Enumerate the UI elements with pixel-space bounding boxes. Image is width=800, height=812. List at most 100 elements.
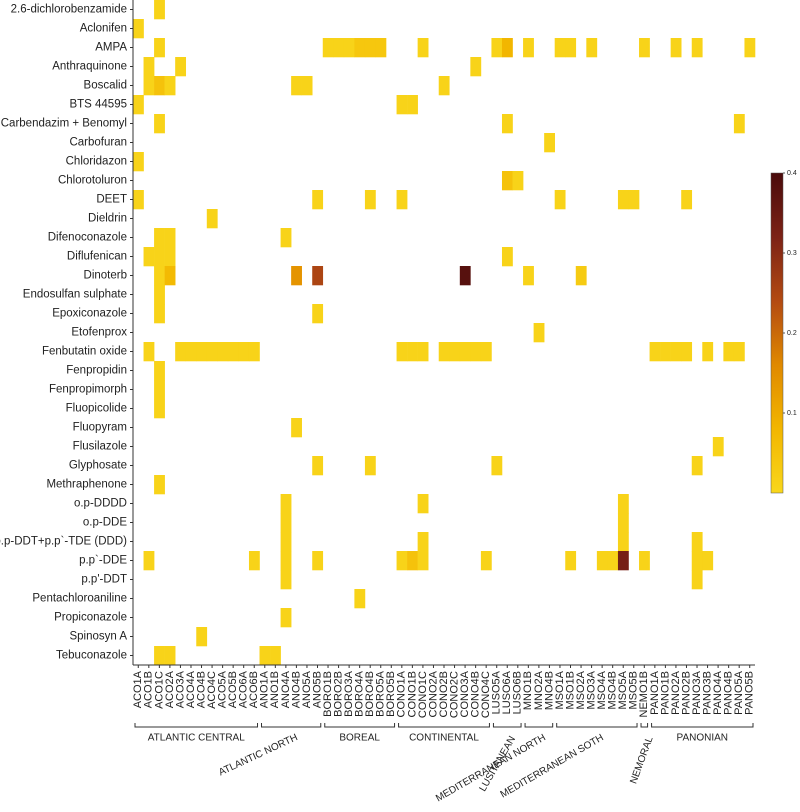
row-label: Pentachloroaniline bbox=[32, 593, 127, 605]
heat-cell bbox=[438, 76, 450, 96]
heat-cell bbox=[164, 266, 176, 286]
row-label: Glyphosate bbox=[69, 460, 127, 472]
heat-cell bbox=[459, 266, 471, 286]
heat-cell bbox=[554, 38, 566, 58]
row-label: 2.6-dichlorobenzamide bbox=[11, 4, 127, 16]
column-label: LUSO6B bbox=[512, 671, 524, 714]
heat-cell bbox=[523, 266, 534, 286]
heat-cell bbox=[143, 57, 155, 77]
group-label: NEMORAL bbox=[628, 735, 655, 786]
row-label: p.p'-DDT bbox=[81, 574, 127, 586]
colorbar-tick-label: 0.3 bbox=[787, 250, 797, 257]
column-label: BORO2B bbox=[332, 671, 344, 717]
heat-cell bbox=[470, 57, 482, 77]
column-label: MSO3A bbox=[585, 670, 597, 709]
heat-cell bbox=[533, 323, 545, 343]
heat-cell bbox=[691, 570, 703, 590]
heat-cell bbox=[607, 551, 619, 571]
column-label: CONO2A bbox=[427, 670, 439, 717]
heat-cell bbox=[154, 304, 165, 324]
heat-cell bbox=[639, 551, 650, 571]
row-label: o.p-DDE bbox=[83, 517, 127, 529]
heat-cell bbox=[617, 190, 629, 210]
column-label: ACO4A bbox=[185, 670, 197, 708]
column-label: CONO1B bbox=[406, 671, 418, 717]
heat-cell bbox=[501, 247, 513, 267]
column-label: PANO3A bbox=[691, 670, 703, 714]
heat-cell bbox=[280, 228, 292, 248]
column-label: ANO1B bbox=[269, 671, 281, 708]
row-label: Boscalid bbox=[84, 80, 127, 92]
column-label: MSO1B bbox=[564, 671, 576, 710]
heat-cell bbox=[312, 456, 324, 476]
column-label: MSO4B bbox=[607, 671, 619, 710]
heat-cell bbox=[396, 95, 408, 115]
heat-cell bbox=[301, 76, 313, 96]
column-label: CONO1C bbox=[417, 671, 429, 718]
heat-cell bbox=[291, 418, 302, 438]
column-label: ANO5A bbox=[301, 670, 313, 708]
heat-cell bbox=[501, 114, 513, 134]
heat-cell bbox=[417, 532, 429, 552]
heat-cell bbox=[227, 342, 239, 362]
heat-cell bbox=[407, 95, 418, 115]
heat-cell bbox=[248, 342, 260, 362]
colorbar-tick-label: 0.2 bbox=[787, 330, 797, 337]
heat-cell bbox=[164, 247, 176, 267]
column-label: BORO4B bbox=[364, 671, 376, 717]
heat-cell bbox=[681, 342, 693, 362]
column-label: ACO5A bbox=[217, 670, 229, 708]
column-label: BORO5A bbox=[375, 670, 387, 717]
heat-cell bbox=[280, 513, 292, 533]
heat-cell bbox=[206, 209, 218, 229]
heat-cell bbox=[396, 190, 408, 210]
row-label: AMPA bbox=[95, 42, 127, 54]
heat-cell bbox=[291, 76, 302, 96]
row-label: Dinoterb bbox=[84, 270, 127, 282]
heat-cell bbox=[491, 456, 503, 476]
heat-cell bbox=[154, 247, 165, 267]
heat-cell bbox=[449, 342, 461, 362]
heat-cell bbox=[670, 38, 682, 58]
column-label: LUSO5A bbox=[491, 670, 503, 714]
heat-cell bbox=[143, 247, 155, 267]
heat-cell bbox=[565, 551, 577, 571]
heat-cell bbox=[154, 114, 165, 134]
heat-cell bbox=[154, 399, 165, 419]
heat-cell bbox=[670, 342, 682, 362]
heat-cell bbox=[280, 570, 292, 590]
heat-cell bbox=[133, 152, 144, 172]
heat-cell bbox=[354, 589, 366, 609]
column-label: ANO4B bbox=[290, 671, 302, 708]
heat-cell bbox=[175, 57, 187, 77]
heat-cell bbox=[270, 646, 281, 666]
column-label: MSO5B bbox=[628, 671, 640, 710]
column-label: PANO4A bbox=[712, 670, 724, 714]
heat-cell bbox=[617, 551, 629, 571]
group-bracket bbox=[134, 723, 259, 728]
column-label: BORO4A bbox=[354, 670, 366, 717]
heat-cell bbox=[154, 285, 165, 305]
column-label: ACO1B bbox=[143, 671, 155, 708]
heat-cell bbox=[291, 266, 302, 286]
column-label: PANO2B bbox=[680, 671, 692, 715]
row-label: Fluopicolide bbox=[66, 403, 127, 415]
heat-cell bbox=[733, 114, 745, 134]
heat-cell bbox=[154, 38, 165, 58]
row-label: Diflufenican bbox=[67, 251, 127, 263]
column-label: PANO1A bbox=[649, 670, 661, 714]
heat-cell bbox=[459, 342, 471, 362]
heat-cell bbox=[280, 494, 292, 514]
heat-cell bbox=[417, 342, 429, 362]
column-label: BORO5B bbox=[385, 671, 397, 717]
heat-cell bbox=[417, 551, 429, 571]
column-label: PANO5A bbox=[733, 670, 745, 714]
column-label: PANO2A bbox=[670, 670, 682, 714]
column-label: MSO1A bbox=[554, 670, 566, 709]
heat-cell bbox=[691, 456, 703, 476]
heat-cell bbox=[744, 38, 756, 58]
group-bracket bbox=[324, 723, 396, 728]
heat-cell bbox=[691, 532, 703, 552]
heat-cell bbox=[565, 38, 577, 58]
heat-cell bbox=[617, 513, 629, 533]
